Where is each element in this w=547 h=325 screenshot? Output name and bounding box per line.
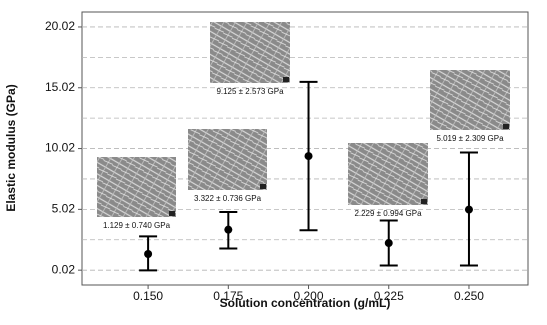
x-axis-title: Solution concentration (g/mL)	[220, 296, 391, 310]
sem-image	[188, 129, 267, 190]
x-tick-label: 0.250	[454, 289, 484, 303]
x-tick-label: 0.200	[294, 289, 324, 303]
scale-badge	[260, 184, 266, 189]
y-axis-title: Elastic modulus (GPa)	[4, 84, 18, 211]
x-tick-label: 0.225	[374, 289, 404, 303]
scale-badge	[283, 77, 289, 82]
y-tick-label: 0.02	[52, 262, 76, 276]
y-tick-label: 15.02	[45, 80, 75, 94]
annotation: 1.129 ± 0.740 GPa	[103, 221, 171, 230]
sem-image	[97, 157, 176, 217]
y-tick-label: 5.02	[52, 202, 76, 216]
scale-badge	[421, 199, 427, 204]
point	[304, 152, 313, 161]
annotation: 3.322 ± 0.736 GPa	[194, 194, 262, 203]
x-tick-label: 0.175	[213, 289, 243, 303]
annotation: 2.229 ± 0.994 GPa	[354, 209, 422, 218]
annotation: 9.125 ± 2.573 GPa	[216, 87, 284, 96]
point	[464, 205, 473, 214]
scale-badge	[169, 211, 175, 216]
point	[144, 249, 153, 258]
x-tick-label: 0.150	[133, 289, 163, 303]
y-tick-label: 10.02	[45, 141, 75, 155]
point	[384, 239, 393, 248]
point	[224, 225, 233, 234]
sem-image	[348, 143, 428, 205]
sem-image	[210, 22, 290, 83]
sem-image	[430, 70, 510, 130]
scale-badge	[503, 124, 509, 129]
annotation: 5.019 ± 2.309 GPa	[436, 134, 504, 143]
y-tick-label: 20.02	[45, 19, 75, 33]
